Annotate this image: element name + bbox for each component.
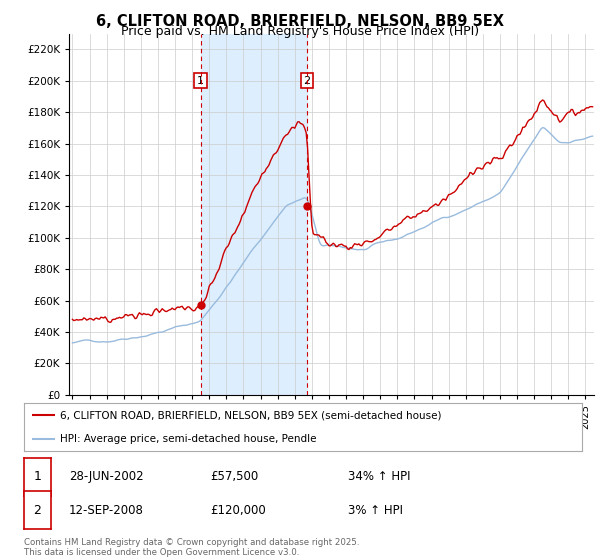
Text: 2: 2 [304, 76, 310, 86]
Bar [200, 34, 307, 395]
Text: £57,500: £57,500 [210, 470, 258, 483]
Text: £120,000: £120,000 [210, 503, 266, 517]
Text: 2: 2 [34, 503, 41, 517]
Text: Price paid vs. HM Land Registry's House Price Index (HPI): Price paid vs. HM Land Registry's House … [121, 25, 479, 38]
Text: 6, CLIFTON ROAD, BRIERFIELD, NELSON, BB9 5EX: 6, CLIFTON ROAD, BRIERFIELD, NELSON, BB9… [96, 14, 504, 29]
Text: 1: 1 [34, 470, 41, 483]
Text: 1: 1 [197, 76, 204, 86]
Text: 28-JUN-2002: 28-JUN-2002 [69, 470, 143, 483]
Text: HPI: Average price, semi-detached house, Pendle: HPI: Average price, semi-detached house,… [60, 434, 317, 444]
Text: 12-SEP-2008: 12-SEP-2008 [69, 503, 144, 517]
Text: Contains HM Land Registry data © Crown copyright and database right 2025.
This d: Contains HM Land Registry data © Crown c… [24, 538, 359, 557]
Text: 6, CLIFTON ROAD, BRIERFIELD, NELSON, BB9 5EX (semi-detached house): 6, CLIFTON ROAD, BRIERFIELD, NELSON, BB9… [60, 410, 442, 420]
Text: 34% ↑ HPI: 34% ↑ HPI [348, 470, 410, 483]
Text: 3% ↑ HPI: 3% ↑ HPI [348, 503, 403, 517]
